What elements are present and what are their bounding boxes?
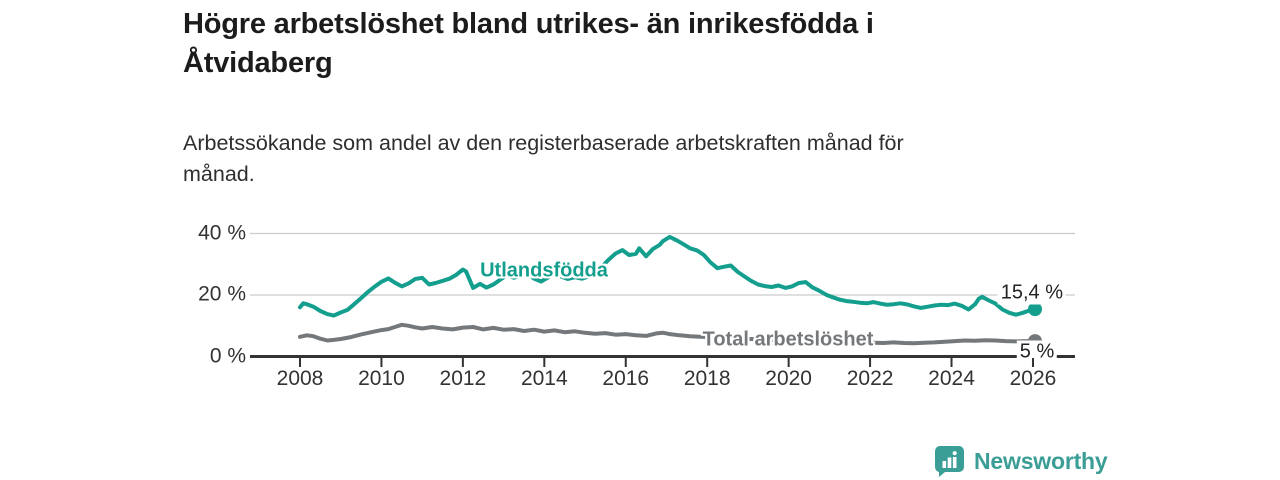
x-axis-label-2010: 2010 — [358, 367, 405, 390]
y-axis-label-0: 0 % — [209, 344, 246, 368]
x-axis-label-2014: 2014 — [520, 367, 568, 390]
x-axis-label-2022: 2022 — [846, 367, 894, 390]
y-axis-label-40: 40 % — [198, 221, 246, 245]
y-axis-label-20: 20 % — [198, 282, 246, 306]
newsworthy-logo-text: Newsworthy — [974, 447, 1108, 474]
x-axis-label-2008: 2008 — [276, 367, 324, 390]
end-value-label-utlandsfodda: 15,4 % — [997, 281, 1066, 305]
chart-title: Högre arbetslöshet bland utrikes- än inr… — [183, 8, 874, 79]
x-axis-label-2012: 2012 — [439, 367, 487, 390]
line-total — [298, 322, 1037, 346]
gridlines — [250, 232, 1075, 296]
x-axis-label-2020: 2020 — [765, 367, 812, 390]
x-axis-tick-2026-overlay — [1032, 358, 1034, 367]
data-series — [298, 234, 1042, 349]
chart-subtitle: Arbetssökande som andel av den registerb… — [183, 131, 904, 186]
x-axis-label-2018: 2018 — [683, 367, 731, 390]
x-axis-label-2024: 2024 — [928, 367, 975, 390]
x-axis-label-2026: 2026 — [1009, 367, 1057, 390]
newsworthy-logo[interactable]: Newsworthy — [934, 445, 1108, 477]
bar-chart-speech-bubble-icon — [934, 446, 964, 477]
x-axis-label-2016: 2016 — [602, 367, 650, 390]
series-label-utlandsfodda: Utlandsfödda — [480, 259, 608, 282]
end-value-label-total: 5 % — [1016, 340, 1058, 364]
x-axis — [250, 355, 1075, 367]
series-label-total-arbetsloshet: Total arbetslöshet — [702, 328, 874, 351]
line-utlandsfodda — [298, 234, 1037, 318]
end-dot-utlandsfodda — [1027, 302, 1042, 317]
